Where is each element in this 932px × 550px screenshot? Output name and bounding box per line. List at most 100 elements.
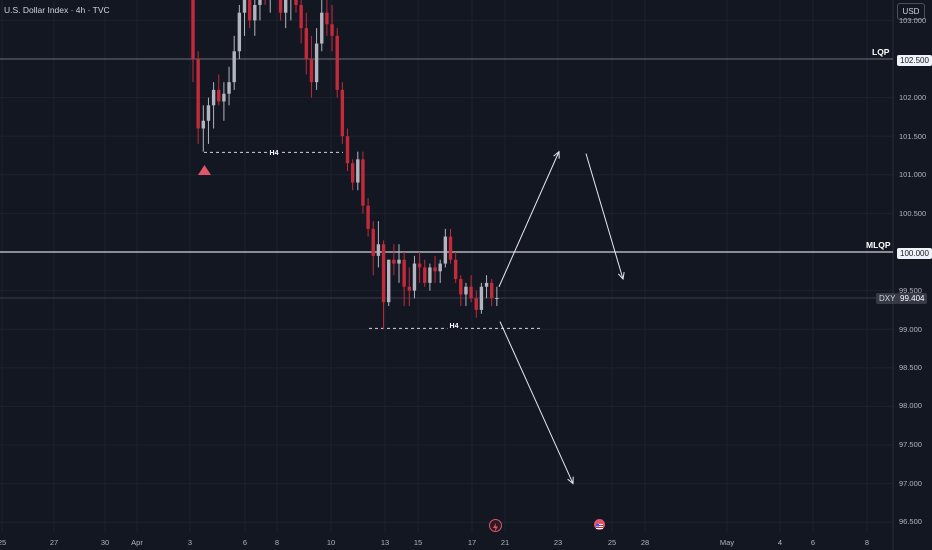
- candle-body: [443, 236, 448, 264]
- x-tick: 3: [187, 538, 193, 547]
- bullish-arrow-up-head: [553, 150, 560, 159]
- candle-body: [196, 59, 200, 129]
- x-tick: Apr: [131, 538, 143, 547]
- candle-body: [304, 28, 308, 59]
- symbol-tag: DXY: [876, 293, 899, 304]
- candle-body: [381, 244, 386, 303]
- bullish-arrow-down: [585, 153, 624, 280]
- y-tick: 103.000: [899, 16, 927, 25]
- bearish-arrow-head: [567, 476, 574, 485]
- candle-body: [258, 0, 262, 5]
- candle-body: [479, 286, 484, 310]
- candle-body: [211, 89, 216, 106]
- candle-body: [253, 4, 257, 21]
- x-tick: 27: [49, 538, 59, 547]
- candle-body: [217, 89, 221, 102]
- candle-body: [412, 263, 417, 291]
- x-tick: 13: [380, 538, 390, 547]
- candle-body: [350, 163, 355, 183]
- candles: [191, 0, 499, 330]
- candle-body: [356, 159, 360, 183]
- currency-button[interactable]: USD: [897, 3, 925, 20]
- x-tick: 15: [413, 538, 423, 547]
- bearish-arrow: [499, 321, 574, 484]
- candle-body: [201, 120, 205, 129]
- x-tick: 17: [467, 538, 477, 547]
- candle-body: [464, 286, 468, 295]
- h4-label-bottom: H4: [447, 323, 461, 330]
- candle-body: [397, 259, 401, 264]
- current-price-tag: 99.404: [897, 293, 928, 304]
- candle-body: [423, 267, 427, 283]
- candle-body: [278, 0, 283, 13]
- y-tick: 99.000: [899, 325, 922, 334]
- candle-body: [247, 0, 252, 21]
- candle-body: [309, 59, 314, 83]
- candle-body: [371, 228, 375, 256]
- candle-body: [232, 51, 236, 83]
- candle-body: [495, 298, 499, 300]
- x-tick: 6: [810, 538, 816, 547]
- x-tick: 6: [242, 538, 248, 547]
- y-tick: 98.500: [899, 363, 922, 372]
- y-tick: 99.500: [899, 286, 922, 295]
- y-tick: 97.500: [899, 440, 922, 449]
- price-tag-lqp: 102.500: [897, 55, 932, 66]
- candle-body: [237, 12, 242, 52]
- candle-body: [402, 259, 406, 287]
- candle-body: [407, 286, 411, 291]
- x-tick: 23: [553, 538, 563, 547]
- candle-body: [206, 105, 211, 121]
- lightning-event-icon[interactable]: [489, 519, 502, 532]
- x-tick: 8: [274, 538, 280, 547]
- candle-body: [227, 82, 231, 94]
- candle-body: [438, 263, 442, 272]
- y-tick: 97.000: [899, 479, 922, 488]
- level-label-lqp: LQP: [872, 47, 890, 57]
- candle-body: [459, 279, 463, 295]
- candle-body: [376, 244, 381, 256]
- x-tick: 8: [864, 538, 870, 547]
- x-tick: 21: [500, 538, 510, 547]
- y-tick: 102.000: [899, 93, 927, 102]
- bullish-arrow-down-head: [617, 272, 625, 281]
- candle-body: [417, 263, 422, 268]
- projection-arrows: [498, 150, 625, 485]
- x-tick: 30: [100, 538, 110, 547]
- candle-body: [222, 93, 226, 102]
- candle-body: [294, 0, 298, 5]
- candle-body: [340, 89, 345, 137]
- h4-label-top: H4: [267, 150, 281, 157]
- candle-body: [387, 259, 391, 303]
- buy-marker-icon: [198, 165, 211, 175]
- candle-body: [474, 298, 478, 310]
- x-tick: 25: [607, 538, 617, 547]
- candle-body: [242, 0, 247, 13]
- candle-body: [191, 0, 195, 60]
- candle-body: [469, 286, 473, 299]
- candle-body: [366, 205, 370, 229]
- price-tag-mlqp: 100.000: [897, 248, 932, 259]
- y-tick: 98.000: [899, 401, 922, 410]
- candle-body: [314, 43, 319, 83]
- us-flag-event-icon[interactable]: [594, 519, 605, 530]
- x-tick: 10: [326, 538, 336, 547]
- chart-title: U.S. Dollar Index · 4h · TVC: [4, 5, 110, 15]
- level-label-mlqp: MLQP: [866, 240, 891, 250]
- candle-body: [330, 24, 334, 36]
- candle-body: [484, 282, 489, 287]
- x-tick: May: [719, 538, 735, 547]
- candle-body: [490, 282, 494, 299]
- candle-body: [433, 267, 437, 272]
- y-tick: 100.500: [899, 209, 927, 218]
- candle-body: [325, 12, 329, 25]
- y-tick: 96.500: [899, 517, 922, 526]
- x-tick: 4: [777, 538, 783, 547]
- candle-body: [453, 259, 458, 280]
- candle-body: [284, 0, 288, 13]
- candle-body: [392, 259, 396, 264]
- y-tick: 101.500: [899, 132, 927, 141]
- candle-body: [335, 35, 339, 90]
- bullish-arrow-up: [498, 151, 560, 287]
